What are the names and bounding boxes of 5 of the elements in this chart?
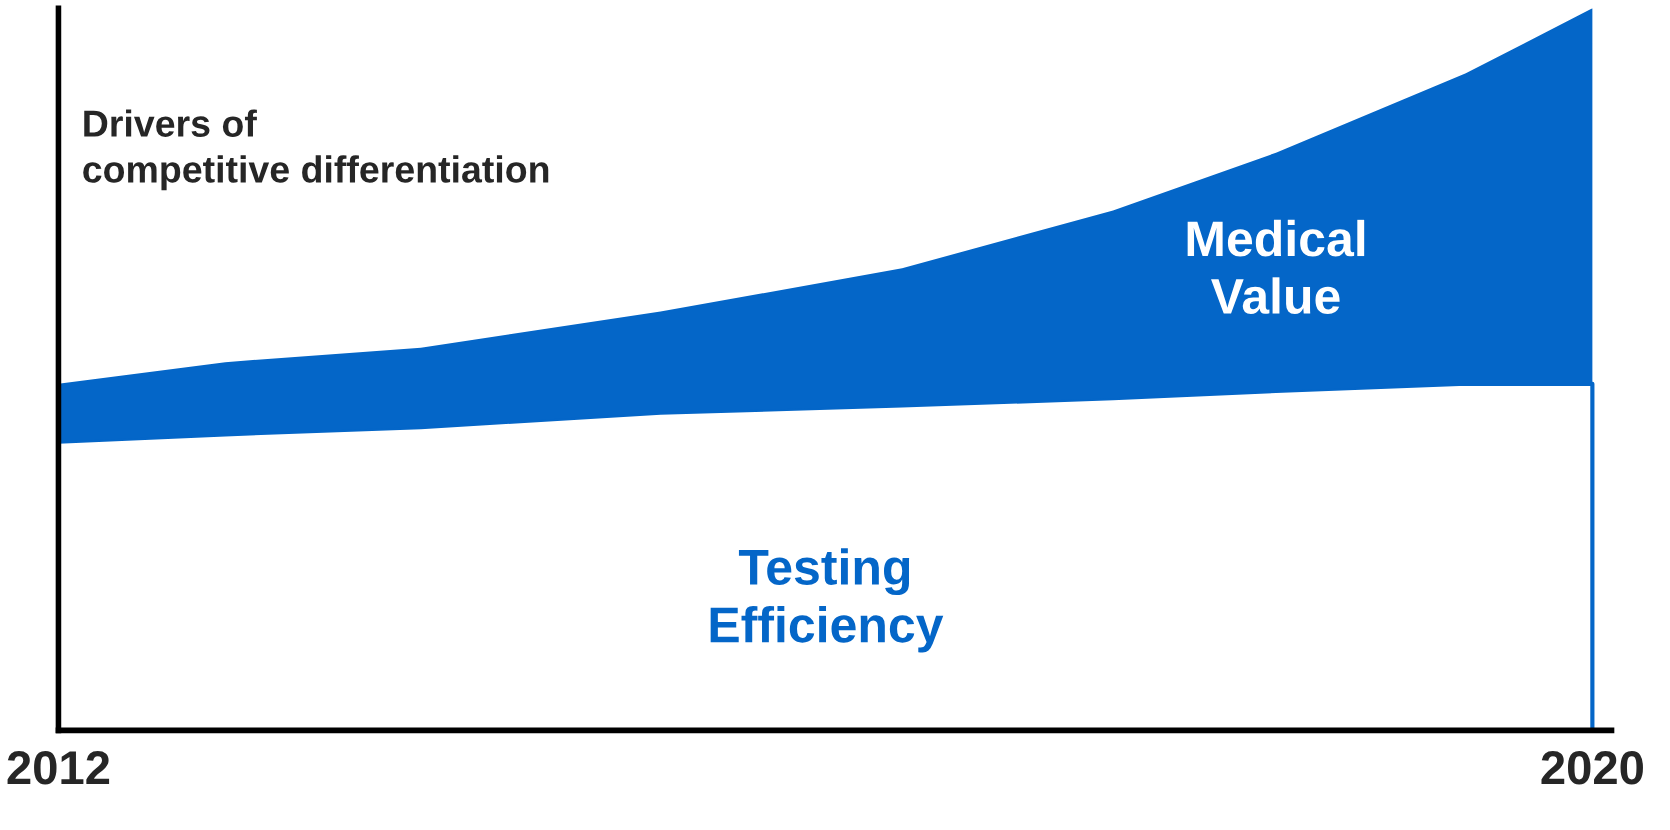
series-label: Testing Efficiency bbox=[710, 548, 944, 653]
x-tick-label: 2020 bbox=[1541, 751, 1643, 785]
y-axis-title: Drivers of competitive differentiation bbox=[83, 109, 549, 191]
x-tick-label: 2012 bbox=[7, 751, 110, 785]
series-label: Medical Value bbox=[1187, 219, 1365, 315]
